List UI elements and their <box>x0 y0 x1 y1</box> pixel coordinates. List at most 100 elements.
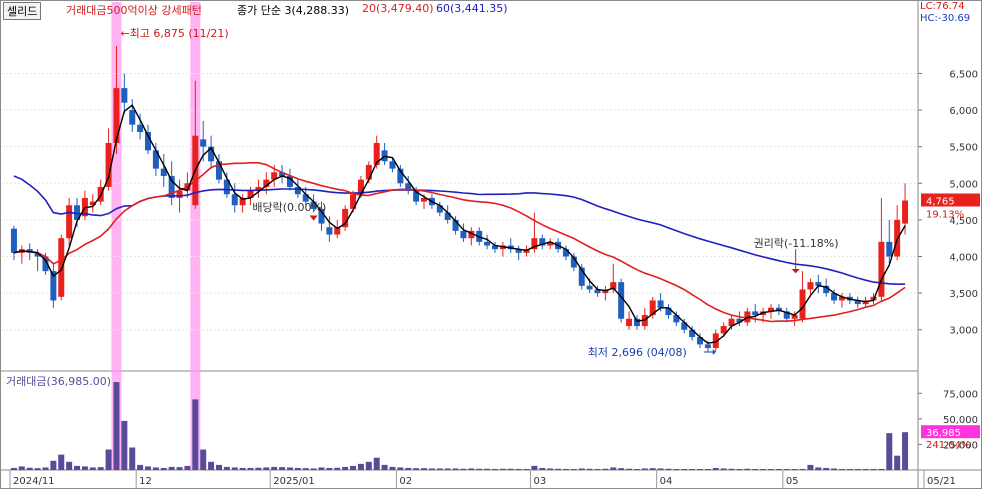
candle[interactable] <box>665 304 672 319</box>
stock-name-badge[interactable]: 셀리드 <box>3 2 42 20</box>
price-tick-label: 3,000 <box>949 326 978 337</box>
volume-bar <box>728 468 735 470</box>
candle[interactable] <box>452 216 459 235</box>
candle[interactable] <box>728 315 735 330</box>
volume-bar <box>444 468 451 470</box>
candle[interactable] <box>507 238 514 253</box>
low-arrow-head <box>712 348 716 355</box>
candle[interactable] <box>791 311 798 327</box>
candle[interactable] <box>570 252 577 272</box>
candle-body <box>807 282 814 290</box>
candle[interactable] <box>137 113 144 140</box>
candle[interactable] <box>397 164 404 187</box>
candle-body <box>823 285 830 294</box>
candle[interactable] <box>444 205 451 224</box>
candle[interactable] <box>807 278 814 297</box>
candle[interactable] <box>618 278 625 323</box>
candle[interactable] <box>831 289 838 305</box>
volume-bar <box>192 399 199 470</box>
candle[interactable] <box>720 322 727 338</box>
candle[interactable] <box>160 153 167 187</box>
candle[interactable] <box>689 326 696 341</box>
candle-body <box>58 238 65 297</box>
candle[interactable] <box>18 245 25 264</box>
candle[interactable] <box>89 194 96 213</box>
candle[interactable] <box>547 238 554 250</box>
candle[interactable] <box>539 234 546 250</box>
candle[interactable] <box>460 223 467 242</box>
candle[interactable] <box>697 333 704 349</box>
candle[interactable] <box>633 315 640 330</box>
candle[interactable] <box>491 241 498 253</box>
candle-body <box>815 282 822 286</box>
volume-bar <box>491 468 498 470</box>
candle[interactable] <box>783 307 790 323</box>
volume-bar <box>342 466 349 470</box>
candle[interactable] <box>389 157 396 173</box>
candle[interactable] <box>208 135 215 169</box>
candle-body <box>586 285 593 290</box>
x-tick-label: 2024/11 <box>13 476 55 487</box>
candle-body <box>854 300 861 305</box>
candle[interactable] <box>405 175 412 195</box>
candle[interactable] <box>10 225 17 261</box>
candle[interactable] <box>326 216 333 242</box>
low-annotation: 최저 2,696 (04/08) <box>588 346 687 359</box>
candle[interactable] <box>886 219 893 264</box>
candle[interactable] <box>310 194 317 213</box>
candle[interactable] <box>681 318 688 334</box>
candle[interactable] <box>239 194 246 213</box>
candle[interactable] <box>129 99 136 133</box>
candle[interactable] <box>854 296 861 308</box>
candle[interactable] <box>223 172 230 198</box>
candle[interactable] <box>815 274 822 294</box>
candle[interactable] <box>712 329 719 352</box>
candle[interactable] <box>799 271 806 323</box>
candle[interactable] <box>736 311 743 327</box>
candle-body <box>263 179 270 187</box>
candle[interactable] <box>152 143 159 176</box>
candle[interactable] <box>499 241 506 257</box>
candle-body <box>610 282 617 290</box>
candle[interactable] <box>468 227 475 246</box>
candle[interactable] <box>255 179 262 198</box>
candle[interactable] <box>594 285 601 297</box>
candle[interactable] <box>231 183 238 213</box>
candle[interactable] <box>484 234 491 250</box>
candle[interactable] <box>578 263 585 290</box>
candle[interactable] <box>318 201 325 231</box>
candle[interactable] <box>66 197 73 246</box>
candle[interactable] <box>515 245 522 261</box>
volume-bar <box>704 468 711 470</box>
volume-bar <box>807 464 814 470</box>
candle[interactable] <box>626 311 633 330</box>
candle[interactable] <box>50 263 57 308</box>
candle[interactable] <box>121 73 128 114</box>
volume-bar <box>436 468 443 470</box>
candle[interactable] <box>145 124 152 154</box>
candle[interactable] <box>286 168 293 191</box>
candle[interactable] <box>81 190 88 220</box>
candle[interactable] <box>279 164 286 184</box>
candle-body <box>767 307 774 312</box>
candle[interactable] <box>562 245 569 261</box>
volume-bar <box>223 466 230 470</box>
candle[interactable] <box>168 161 175 206</box>
candle[interactable] <box>342 205 349 231</box>
volume-bar <box>760 468 767 470</box>
candle[interactable] <box>649 296 656 319</box>
candle-body <box>886 241 893 257</box>
candle[interactable] <box>105 128 112 191</box>
candle[interactable] <box>215 153 222 184</box>
candle[interactable] <box>58 234 65 301</box>
volume-bar <box>562 468 569 470</box>
candle[interactable] <box>436 201 443 217</box>
candle[interactable] <box>894 205 901 261</box>
candle[interactable] <box>673 311 680 327</box>
candle-body <box>444 212 451 220</box>
candle[interactable] <box>838 293 845 308</box>
candle[interactable] <box>113 45 120 154</box>
candle[interactable] <box>602 285 609 301</box>
volume-bar <box>34 468 41 470</box>
